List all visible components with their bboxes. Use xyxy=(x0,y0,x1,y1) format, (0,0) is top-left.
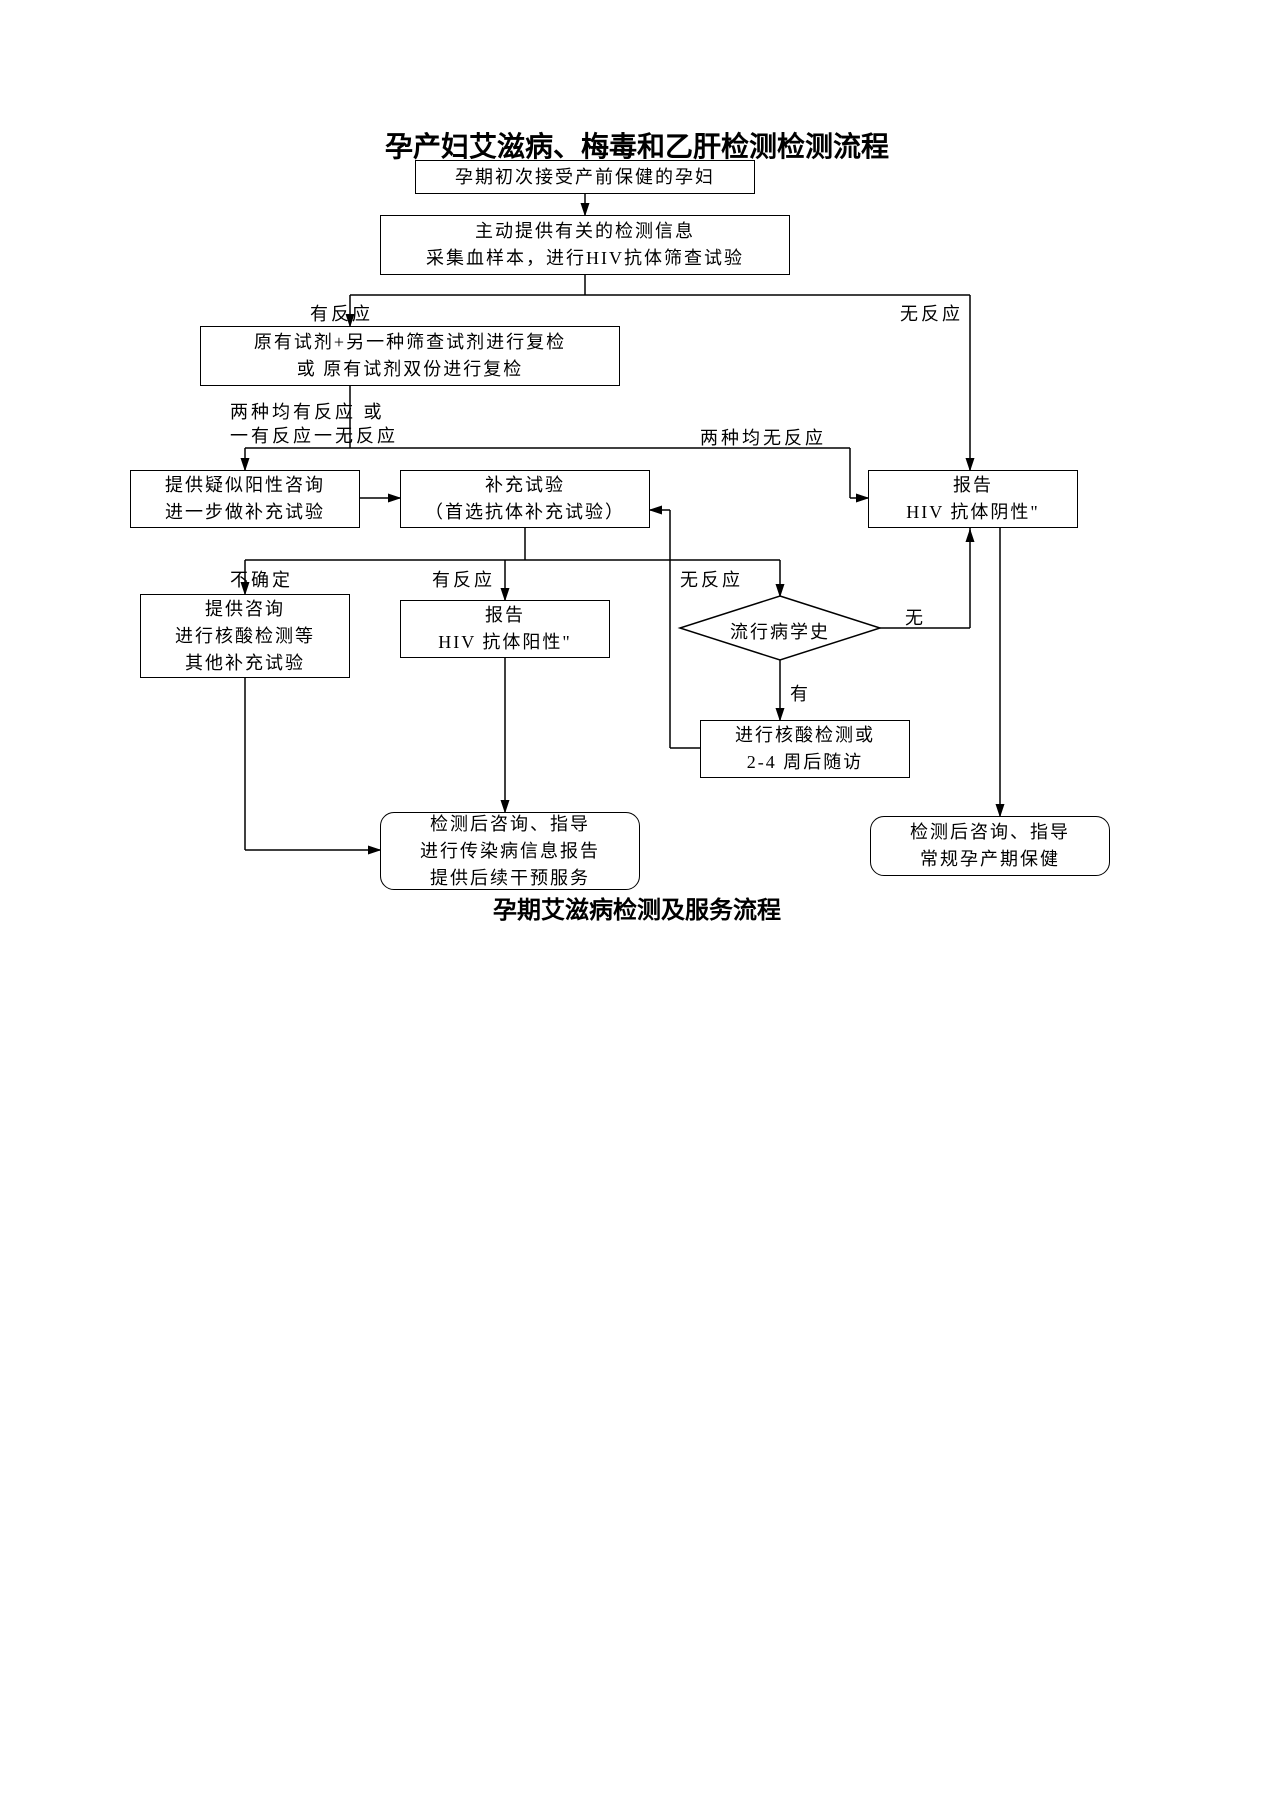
edge-no: 无 xyxy=(905,604,926,630)
node-text: 提供疑似阳性咨询 xyxy=(165,472,325,499)
edge-noreactive2: 无反应 xyxy=(680,566,743,592)
node-text: 孕期初次接受产前保健的孕妇 xyxy=(455,164,715,191)
node-text: 提供后续干预服务 xyxy=(430,865,590,892)
node-text: 补充试验 xyxy=(485,472,565,499)
node-supplement: 补充试验 （首选抗体补充试验） xyxy=(400,470,650,528)
node-text: 常规孕产期保健 xyxy=(920,846,1060,873)
node-retest: 原有试剂+另一种筛查试剂进行复检 或 原有试剂双份进行复检 xyxy=(200,326,620,386)
edge-both-l2: 一有反应一无反应 xyxy=(230,422,398,448)
node-text: 2-4 周后随访 xyxy=(747,749,864,776)
node-post-counsel-pos: 检测后咨询、指导 进行传染病信息报告 提供后续干预服务 xyxy=(380,812,640,890)
node-counsel-pos: 提供疑似阳性咨询 进一步做补充试验 xyxy=(130,470,360,528)
diamond-text: 流行病学史 xyxy=(720,618,840,644)
node-text: 原有试剂+另一种筛查试剂进行复检 xyxy=(254,329,566,356)
edge-bothno: 两种均无反应 xyxy=(700,424,826,450)
node-positive: 报告 HIV 抗体阳性" xyxy=(400,600,610,658)
node-negative: 报告 HIV 抗体阴性" xyxy=(868,470,1078,528)
node-collect: 主动提供有关的检测信息 采集血样本，进行HIV抗体筛查试验 xyxy=(380,215,790,275)
node-text: 采集血样本，进行HIV抗体筛查试验 xyxy=(426,245,744,272)
node-text: 检测后咨询、指导 xyxy=(430,811,590,838)
node-post-counsel-neg: 检测后咨询、指导 常规孕产期保健 xyxy=(870,816,1110,876)
edge-both-l1: 两种均有反应 或 xyxy=(230,398,385,424)
node-text: HIV 抗体阴性" xyxy=(906,499,1040,526)
node-text: 进行传染病信息报告 xyxy=(420,838,600,865)
edge-noreactive: 无反应 xyxy=(900,300,963,326)
node-text: 其他补充试验 xyxy=(185,650,305,677)
node-text: 进一步做补充试验 xyxy=(165,499,325,526)
sub-title: 孕期艾滋病检测及服务流程 xyxy=(0,890,1274,925)
node-followup: 进行核酸检测或 2-4 周后随访 xyxy=(700,720,910,778)
node-initial: 孕期初次接受产前保健的孕妇 xyxy=(415,160,755,194)
node-text: 或 原有试剂双份进行复检 xyxy=(297,356,524,383)
edge-reactive2: 有反应 xyxy=(432,566,495,592)
edge-yes: 有 xyxy=(790,680,811,706)
edge-undet: 不确定 xyxy=(230,566,293,592)
node-text: HIV 抗体阳性" xyxy=(438,629,572,656)
node-text: 检测后咨询、指导 xyxy=(910,819,1070,846)
flowchart-canvas: 孕产妇艾滋病、梅毒和乙肝检测检测流程 孕期艾滋病检测及服务流程 xyxy=(0,0,1274,1804)
node-other-supp: 提供咨询 进行核酸检测等 其他补充试验 xyxy=(140,594,350,678)
node-text: 报告 xyxy=(953,472,993,499)
main-title: 孕产妇艾滋病、梅毒和乙肝检测检测流程 xyxy=(0,125,1274,165)
edge-reactive: 有反应 xyxy=(310,300,373,326)
node-text: 提供咨询 xyxy=(205,596,285,623)
node-text: 主动提供有关的检测信息 xyxy=(475,218,695,245)
node-text: 进行核酸检测或 xyxy=(735,722,875,749)
node-text: 进行核酸检测等 xyxy=(175,623,315,650)
node-text: （首选抗体补充试验） xyxy=(425,499,625,526)
node-text: 报告 xyxy=(485,602,525,629)
